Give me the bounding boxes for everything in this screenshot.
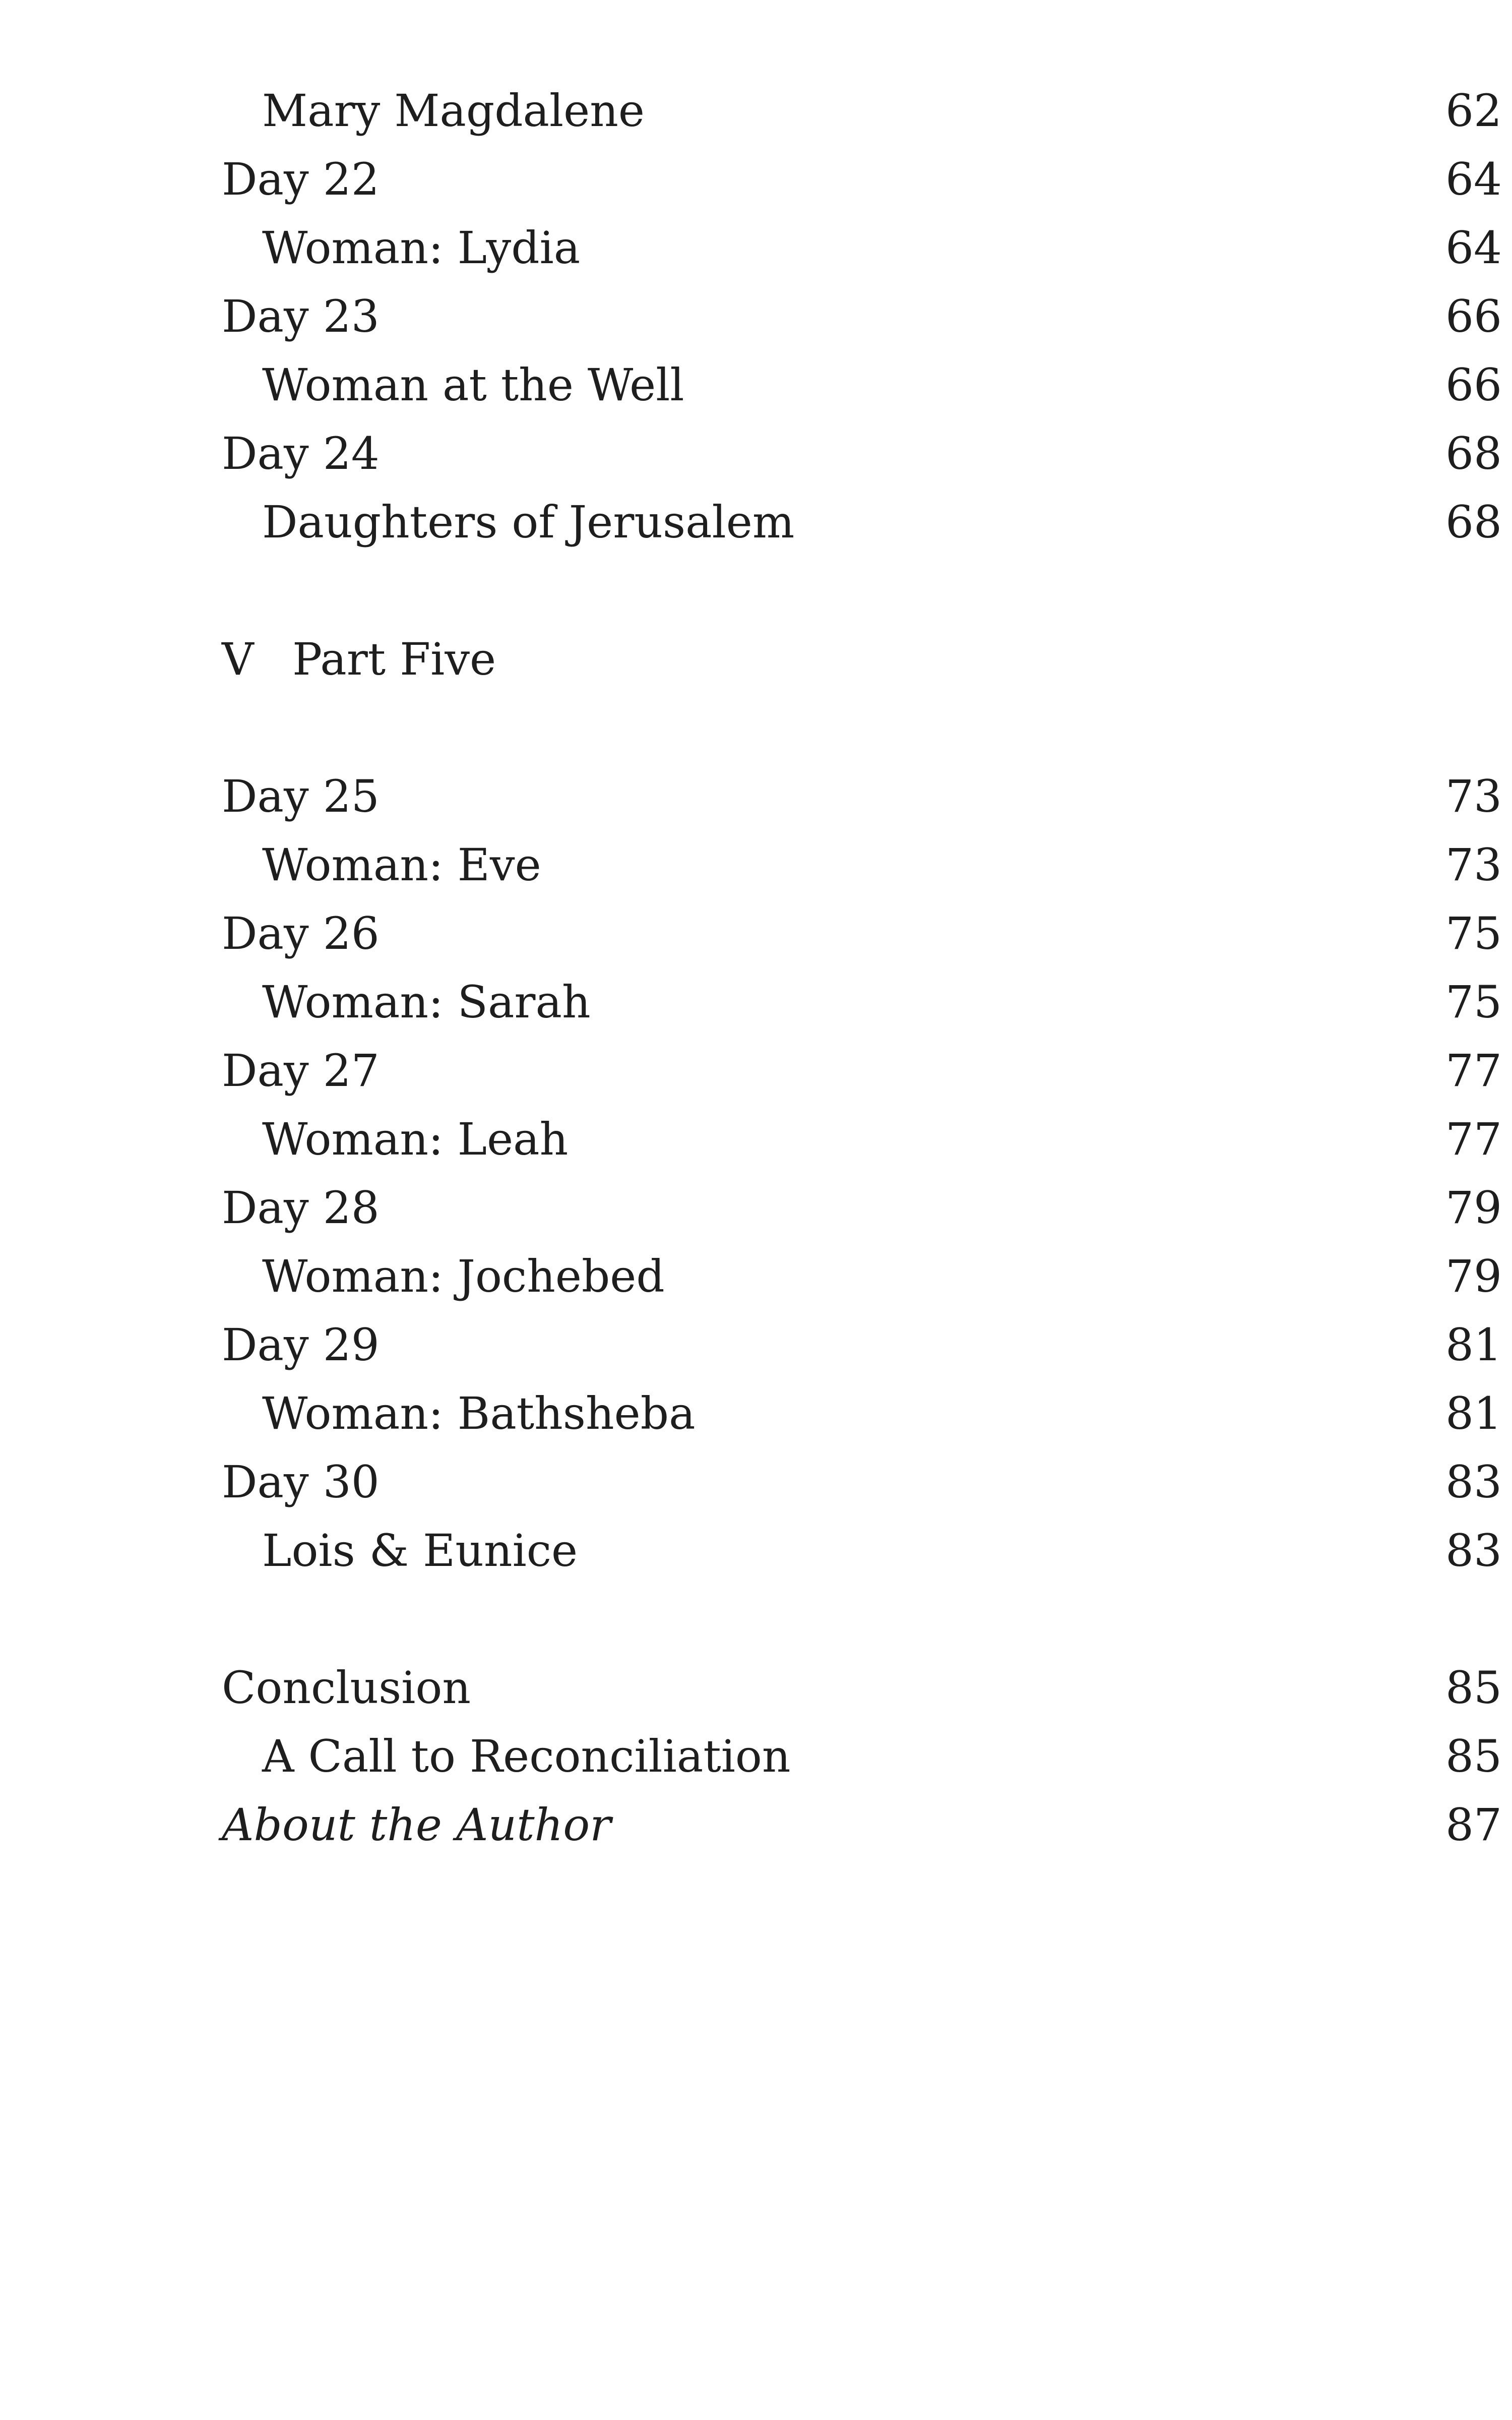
toc-entry-day-26[interactable]: Day 26 75	[222, 901, 1502, 966]
toc-entry-page: 85	[1445, 1730, 1502, 1782]
toc-entry-page: 79	[1445, 1250, 1502, 1302]
toc-entry-label: Day 22	[222, 153, 380, 205]
toc-entry-page: 64	[1445, 222, 1502, 274]
toc-entry-mary-magdalene[interactable]: Mary Magdalene 62	[222, 78, 1502, 144]
toc-entry-daughters-of-jerusalem[interactable]: Daughters of Jerusalem 68	[222, 490, 1502, 555]
part-number: V	[222, 633, 254, 685]
toc-entry-page: 73	[1445, 839, 1502, 891]
toc-entry-page: 75	[1445, 908, 1502, 959]
toc-entry-woman-at-the-well[interactable]: Woman at the Well 66	[222, 352, 1502, 418]
toc-entry-jochebed[interactable]: Woman: Jochebed 79	[222, 1244, 1502, 1309]
toc-entry-a-call-to-reconciliation[interactable]: A Call to Reconciliation 85	[222, 1724, 1502, 1789]
toc-entry-page: 66	[1445, 359, 1502, 411]
toc-entry-page: 81	[1445, 1387, 1502, 1439]
toc-entry-page: 79	[1445, 1182, 1502, 1234]
toc-entry-label: About the Author	[222, 1799, 611, 1851]
toc-entry-label: Woman: Eve	[262, 839, 541, 891]
toc-entry-page: 73	[1445, 770, 1502, 822]
toc-entry-page: 77	[1445, 1045, 1502, 1097]
toc-entry-label: Woman: Sarah	[262, 976, 591, 1028]
part-title: Part Five	[292, 633, 496, 685]
toc-entry-page: 85	[1445, 1662, 1502, 1714]
toc-entry-label: A Call to Reconciliation	[262, 1730, 791, 1782]
toc-part-five-heading[interactable]: V Part Five	[222, 627, 1502, 692]
toc-entry-sarah[interactable]: Woman: Sarah 75	[222, 970, 1502, 1035]
toc-entry-label: Woman: Jochebed	[262, 1250, 665, 1302]
toc-entry-label: Mary Magdalene	[262, 85, 645, 137]
toc-entry-label: Woman: Leah	[262, 1113, 569, 1165]
toc-entry-day-22[interactable]: Day 22 64	[222, 147, 1502, 212]
toc-entry-day-24[interactable]: Day 24 68	[222, 421, 1502, 487]
toc-entry-label: Day 28	[222, 1182, 380, 1234]
toc-entry-label: Woman: Lydia	[262, 222, 581, 274]
toc-entry-day-28[interactable]: Day 28 79	[222, 1175, 1502, 1241]
toc-entry-page: 83	[1445, 1525, 1502, 1577]
toc-entry-lois-and-eunice[interactable]: Lois & Eunice 83	[222, 1518, 1502, 1584]
toc-entry-page: 77	[1445, 1113, 1502, 1165]
toc-entry-label: Day 30	[222, 1456, 380, 1508]
toc-entry-day-30[interactable]: Day 30 83	[222, 1449, 1502, 1515]
toc-entry-day-27[interactable]: Day 27 77	[222, 1038, 1502, 1104]
toc-entry-page: 68	[1445, 428, 1502, 479]
toc-entry-label: Day 23	[222, 290, 380, 342]
toc-entry-eve[interactable]: Woman: Eve 73	[222, 832, 1502, 898]
toc-entry-about-the-author[interactable]: About the Author 87	[222, 1792, 1502, 1858]
toc-entry-page: 81	[1445, 1319, 1502, 1371]
toc-entry-label: Lois & Eunice	[262, 1525, 578, 1577]
toc-entry-day-29[interactable]: Day 29 81	[222, 1312, 1502, 1378]
toc-entry-label: Day 26	[222, 908, 380, 959]
toc-entry-page: 66	[1445, 290, 1502, 342]
toc-entry-page: 87	[1445, 1799, 1502, 1851]
toc-entry-page: 62	[1445, 85, 1502, 137]
toc-entry-leah[interactable]: Woman: Leah 77	[222, 1107, 1502, 1172]
toc-entry-label: Day 27	[222, 1045, 380, 1097]
toc-entry-label: Daughters of Jerusalem	[262, 496, 795, 548]
toc-entry-day-25[interactable]: Day 25 73	[222, 764, 1502, 829]
toc-entry-lydia[interactable]: Woman: Lydia 64	[222, 215, 1502, 281]
toc-entry-label: Woman: Bathsheba	[262, 1387, 696, 1439]
toc-entry-page: 75	[1445, 976, 1502, 1028]
toc-entry-bathsheba[interactable]: Woman: Bathsheba 81	[222, 1381, 1502, 1446]
toc-entry-page: 68	[1445, 496, 1502, 548]
toc-entry-day-23[interactable]: Day 23 66	[222, 284, 1502, 349]
toc-entry-page: 83	[1445, 1456, 1502, 1508]
toc-entry-label: Woman at the Well	[262, 359, 684, 411]
toc-entry-label: Day 25	[222, 770, 380, 822]
toc-entry-label: Day 24	[222, 428, 380, 479]
toc-entry-conclusion[interactable]: Conclusion 85	[222, 1655, 1502, 1721]
toc-entry-label: Day 29	[222, 1319, 380, 1371]
toc-entry-label: Conclusion	[222, 1662, 471, 1714]
toc-entry-page: 64	[1445, 153, 1502, 205]
